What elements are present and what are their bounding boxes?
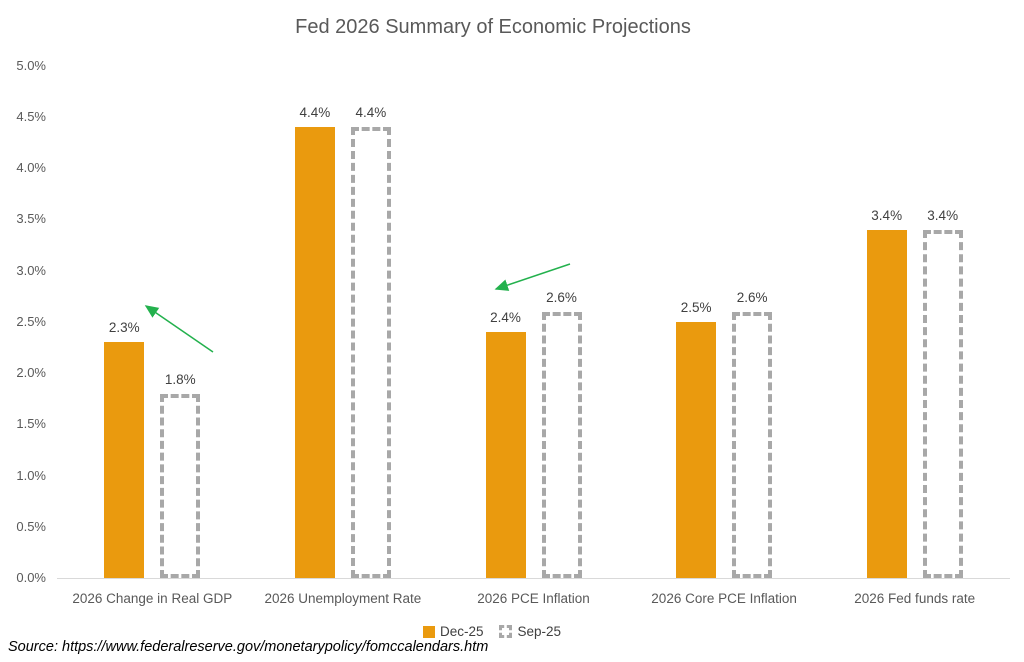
bar-value-label-sep25: 2.6% [736, 289, 768, 305]
x-axis-category-label: 2026 Change in Real GDP [72, 591, 233, 606]
legend-label: Sep-25 [517, 624, 562, 639]
bar-sep25 [922, 229, 963, 578]
y-axis-tick-label: 1.0% [16, 467, 46, 483]
bar-value-label-sep25: 1.8% [164, 371, 196, 387]
x-axis-category-label: 2026 Fed funds rate [854, 591, 976, 606]
bar-value-label-dec25: 4.4% [299, 105, 331, 120]
chart-title: Fed 2026 Summary of Economic Projections [295, 16, 691, 38]
bar-value-label-dec25: 2.4% [490, 310, 521, 325]
pce-downward-revision-arrow [494, 263, 571, 291]
y-axis-tick-label: 4.0% [16, 160, 46, 175]
bar-dec25 [485, 332, 526, 578]
y-axis-tick-label: 3.5% [16, 211, 46, 227]
legend-solid-swatch-icon [422, 625, 435, 638]
bar-sep25 [732, 311, 773, 578]
legend-item-dec-25: Dec-25 [422, 624, 484, 639]
source-note: Source: https://www.federalreserve.gov/m… [8, 639, 489, 655]
y-axis-tick-label: 2.0% [16, 365, 46, 380]
y-axis-tick-label: 4.5% [16, 108, 46, 124]
y-axis-tick-label: 1.5% [16, 416, 46, 432]
legend-dashed-swatch-icon [499, 625, 513, 638]
y-axis-tick-label: 0.0% [16, 570, 46, 585]
bar-dec25 [676, 321, 717, 578]
bar-sep25 [541, 311, 582, 578]
bar-dec25 [294, 127, 335, 578]
bar-value-label-sep25: 2.6% [546, 289, 577, 305]
x-axis-line [57, 578, 1010, 579]
bar-value-label-dec25: 2.3% [108, 320, 140, 336]
bar-dec25 [866, 229, 907, 578]
bar-value-label-dec25: 2.5% [680, 299, 712, 315]
y-axis-tick-label: 3.0% [16, 262, 46, 278]
legend-label: Dec-25 [439, 624, 484, 639]
x-axis-category-label: 2026 PCE Inflation [477, 591, 590, 606]
bar-value-label-sep25: 4.4% [355, 105, 387, 120]
x-axis-category-label: 2026 Unemployment Rate [264, 591, 422, 606]
y-axis-tick-label: 2.5% [16, 313, 46, 329]
y-axis-tick-label: 5.0% [16, 57, 46, 73]
legend-item-sep-25: Sep-25 [499, 624, 561, 639]
bar-dec25 [104, 342, 145, 578]
bar-sep25 [160, 393, 201, 578]
bar-value-label-dec25: 3.4% [871, 207, 903, 223]
y-axis-tick-label: 0.5% [16, 518, 46, 534]
bar-sep25 [350, 127, 391, 578]
bar-value-label-sep25: 3.4% [927, 207, 959, 223]
x-axis-category-label: 2026 Core PCE Inflation [651, 591, 797, 606]
chart-legend: Dec-25 Sep-25 [0, 624, 984, 639]
